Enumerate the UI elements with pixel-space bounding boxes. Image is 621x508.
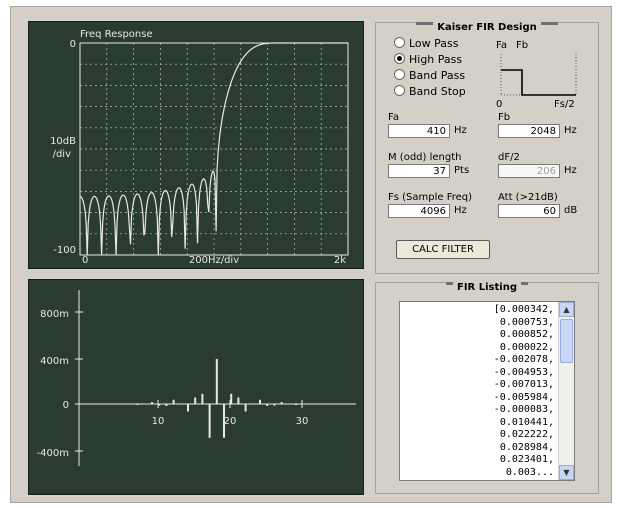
m-length-input[interactable]: 37 (388, 164, 450, 178)
fs-label: Fs (Sample Freq) (388, 192, 473, 203)
main-panel: Freq Response 0 10dB /div -100 0 200Hz/d… (10, 6, 612, 503)
impulse-y-label-800m: 800m (40, 309, 69, 320)
design-title: Kaiser FIR Design (433, 22, 541, 33)
impulse-x-label-30: 30 (296, 416, 309, 427)
frequency-response-svg: Freq Response 0 10dB /div -100 0 200Hz/d… (50, 29, 349, 266)
freq-y-mid-sub-label: /div (53, 149, 71, 160)
fir-coefficient-line: -0.007013, (493, 379, 554, 390)
fs-unit: Hz (454, 205, 467, 216)
impulse-response-svg: 800m 400m 0 -400m 10 20 30 (37, 290, 356, 466)
listing-scrollbar[interactable]: ▲ ▼ (558, 302, 574, 480)
fir-coefficient-line: -0.004953, (493, 366, 554, 378)
df2-readonly-field: 206 (498, 164, 560, 178)
fa-label: Fa (388, 112, 399, 123)
radio-high-pass[interactable]: High Pass (394, 53, 462, 67)
mini-end-label: Fs/2 (554, 99, 575, 110)
fir-coefficient-line: 0.003... (505, 466, 554, 478)
radio-band-pass-circle[interactable] (394, 69, 405, 80)
impulse-bars (86, 359, 348, 438)
att-input[interactable]: 60 (498, 204, 560, 218)
scroll-down-icon[interactable]: ▼ (559, 465, 574, 480)
fir-coefficient-line: -0.002078, (493, 354, 554, 365)
calc-filter-button[interactable]: CALC FILTER (396, 240, 490, 259)
df2-label: dF/2 (498, 152, 520, 163)
design-title-wrap: Kaiser FIR Design (376, 15, 598, 34)
fir-coefficient-line: 0.000022, (499, 341, 554, 353)
radio-band-stop-circle[interactable] (394, 85, 405, 96)
fir-coefficient-line: 0.010441, (499, 416, 554, 428)
radio-band-pass[interactable]: Band Pass (394, 69, 465, 83)
freq-grid (80, 43, 348, 255)
kaiser-design-group: Kaiser FIR Design Low Pass High Pass Ban… (375, 22, 599, 274)
freq-x-mid-label: 200Hz/div (189, 255, 239, 266)
freq-plot-title: Freq Response (80, 29, 153, 40)
radio-low-pass-circle[interactable] (394, 37, 405, 48)
fir-coefficient-line: -0.005984, (493, 391, 554, 403)
fs-input[interactable]: 4096 (388, 204, 450, 218)
radio-low-pass-label: Low Pass (409, 37, 459, 50)
impulse-y-label-neg400m: -400m (37, 448, 69, 459)
fir-coefficient-line: 0.022222, (499, 429, 554, 440)
fir-coefficient-line: [0.000342, (493, 304, 554, 315)
freq-y-bottom-label: -100 (53, 245, 76, 256)
fa-input[interactable]: 410 (388, 124, 450, 138)
freq-x-end-label: 2k (334, 255, 346, 266)
fir-listing-group: FIR Listing [0.000342, 0.000753, 0.000852,… (375, 282, 599, 494)
freq-y-mid-label: 10dB (50, 136, 76, 147)
fir-listing-textarea[interactable]: [0.000342, 0.000753, 0.000852, 0.000022, -0.… (399, 301, 575, 481)
freq-response-trace (79, 42, 348, 256)
filter-shape-diagram: Fa Fb 0 Fs/2 (496, 40, 577, 110)
att-unit: dB (564, 205, 578, 216)
scroll-up-icon[interactable]: ▲ (559, 302, 574, 317)
mini-fa-label: Fa (496, 40, 507, 51)
radio-band-stop-label: Band Stop (409, 85, 466, 98)
radio-high-pass-circle[interactable] (394, 53, 405, 64)
m-length-unit: Pts (454, 165, 470, 176)
impulse-ticks (75, 311, 303, 452)
fb-unit: Hz (564, 125, 577, 136)
radio-band-stop[interactable]: Band Stop (394, 85, 466, 99)
fir-coefficient-line: 0.023401, (499, 454, 554, 465)
impulse-x-label-10: 10 (152, 416, 165, 427)
frequency-response-plot: Freq Response 0 10dB /div -100 0 200Hz/d… (28, 21, 364, 269)
mini-fb-label: Fb (516, 40, 528, 51)
freq-y-top-label: 0 (70, 39, 76, 50)
fir-coefficient-line: 0.000852, (499, 329, 554, 340)
m-length-label: M (odd) length (388, 152, 462, 163)
fir-coefficients-text: [0.000342, 0.000753, 0.000852, 0.000022, -0.… (494, 304, 554, 479)
listing-title-wrap: FIR Listing (376, 275, 598, 294)
mini-filter-shape (501, 69, 576, 96)
fb-input[interactable]: 2048 (498, 124, 560, 138)
listing-title: FIR Listing (453, 282, 521, 293)
fir-coefficient-line: 0.028984, (499, 441, 554, 453)
radio-low-pass[interactable]: Low Pass (394, 37, 459, 51)
att-label: Att (>21dB) (498, 192, 558, 203)
impulse-y-label-400m: 400m (40, 356, 69, 367)
fir-coefficient-line: -0.000083, (493, 404, 554, 415)
scroll-thumb[interactable] (560, 319, 573, 363)
freq-plot-frame (79, 42, 349, 256)
fir-coefficient-line: 0.000753, (499, 316, 554, 328)
df2-unit: Hz (564, 165, 577, 176)
freq-x-start-label: 0 (82, 255, 88, 266)
impulse-x-label-20: 20 (224, 416, 237, 427)
fb-label: Fb (498, 112, 511, 123)
impulse-response-plot: 800m 400m 0 -400m 10 20 30 (28, 279, 364, 495)
radio-band-pass-label: Band Pass (409, 69, 466, 82)
mini-zero-label: 0 (496, 99, 502, 110)
radio-high-pass-label: High Pass (409, 53, 463, 66)
fa-unit: Hz (454, 125, 467, 136)
impulse-y-label-0: 0 (63, 400, 69, 411)
